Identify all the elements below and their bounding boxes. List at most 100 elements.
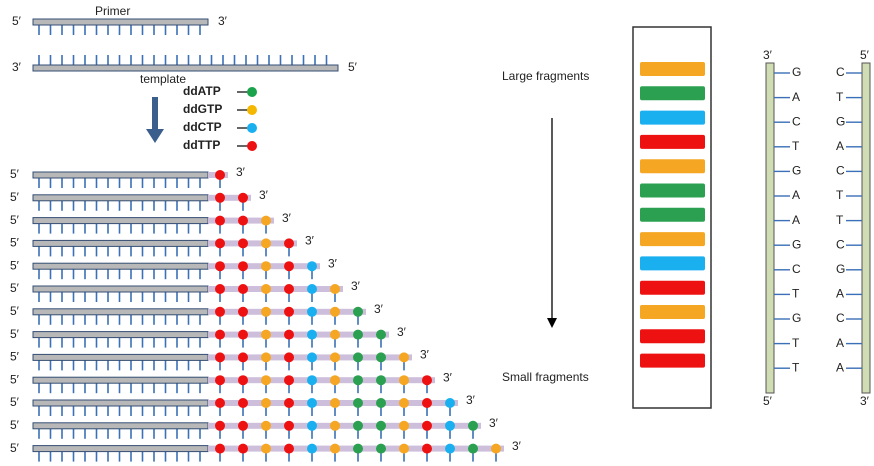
base-dot [238,398,248,408]
base-dot [330,307,340,317]
fragment-primer [33,332,208,338]
base-dot [261,284,271,294]
base-dot [284,261,294,271]
base-dot [261,398,271,408]
base-dot [399,444,409,454]
base-letter: T [836,213,844,227]
base-dot [399,398,409,408]
base-dot [238,307,248,317]
base-dot [307,398,317,408]
base-letter: C [836,237,845,251]
gel-band [640,159,705,173]
base-dot [422,444,432,454]
base-dot [215,216,225,226]
fragment-primer [33,218,208,224]
right-strand [862,63,870,393]
base-dot [376,330,386,340]
fragment-5: 5′ [10,236,20,250]
base-dot [261,216,271,226]
left-strand-bottom: 5′ [763,394,773,408]
base-dot [353,375,363,385]
base-dot [261,307,271,317]
base-dot [330,284,340,294]
base-dot [261,375,271,385]
fragment-extension [208,423,481,429]
small-label: Small fragments [502,370,589,384]
base-dot [491,444,501,454]
gel-band [640,135,705,149]
fragment-extension [208,286,343,292]
base-dot [307,421,317,431]
base-dot [215,330,225,340]
base-dot [376,398,386,408]
gel-band [640,329,705,343]
base-dot [284,398,294,408]
fragment-5: 5′ [10,418,20,432]
base-dot [376,375,386,385]
base-dot [261,421,271,431]
base-dot [284,330,294,340]
base-dot [307,444,317,454]
base-dot [261,444,271,454]
base-dot [399,352,409,362]
base-dot [422,375,432,385]
page: Primer 5′ 3′ 3′ 5′ template Large fragme… [0,0,874,466]
fragment-3: 3′ [328,256,338,270]
base-dot [238,444,248,454]
gel-band [640,232,705,246]
base-dot [238,216,248,226]
base-dot [353,330,363,340]
fragment-3: 3′ [443,370,453,384]
base-letter: C [836,164,845,178]
base-dot [330,330,340,340]
fragment-5: 5′ [10,304,20,318]
base-dot [284,238,294,248]
base-letter: G [792,65,801,79]
base-letter: A [836,139,844,153]
base-letter: A [836,287,844,301]
fragment-3: 3′ [282,211,292,225]
legend-label: ddCTP [183,120,222,134]
base-dot [238,193,248,203]
base-dot [215,193,225,203]
base-dot [376,444,386,454]
base-dot [330,421,340,431]
base-letter: T [792,287,800,301]
base-dot [353,444,363,454]
base-dot [330,375,340,385]
gel-band [640,184,705,198]
fragment-3: 3′ [397,325,407,339]
base-letter: C [792,262,801,276]
fragment-3: 3′ [466,393,476,407]
base-letter: G [792,164,801,178]
legend-dot [247,123,257,133]
legend-label: ddATP [183,84,221,98]
base-dot [238,284,248,294]
base-dot [215,444,225,454]
gel-band [640,62,705,76]
base-letter: G [792,237,801,251]
fragment-3: 3′ [374,302,384,316]
primer-label: Primer [95,4,130,18]
primer-3: 3′ [218,14,228,28]
base-dot [284,284,294,294]
fragment-5: 5′ [10,350,20,364]
fragment-3: 3′ [351,279,361,293]
base-dot [330,444,340,454]
gel-band [640,281,705,295]
base-dot [261,261,271,271]
base-dot [284,307,294,317]
base-dot [399,421,409,431]
fragment-5: 5′ [10,441,20,455]
base-dot [330,352,340,362]
fragment-3: 3′ [489,416,499,430]
base-dot [445,444,455,454]
fragment-primer [33,423,208,429]
base-dot [238,330,248,340]
fragment-5: 5′ [10,281,20,295]
base-letter: T [792,139,800,153]
fragment-5: 5′ [10,372,20,386]
primer-bar [33,19,208,25]
gel-band [640,305,705,319]
legend-label: ddGTP [183,102,222,116]
